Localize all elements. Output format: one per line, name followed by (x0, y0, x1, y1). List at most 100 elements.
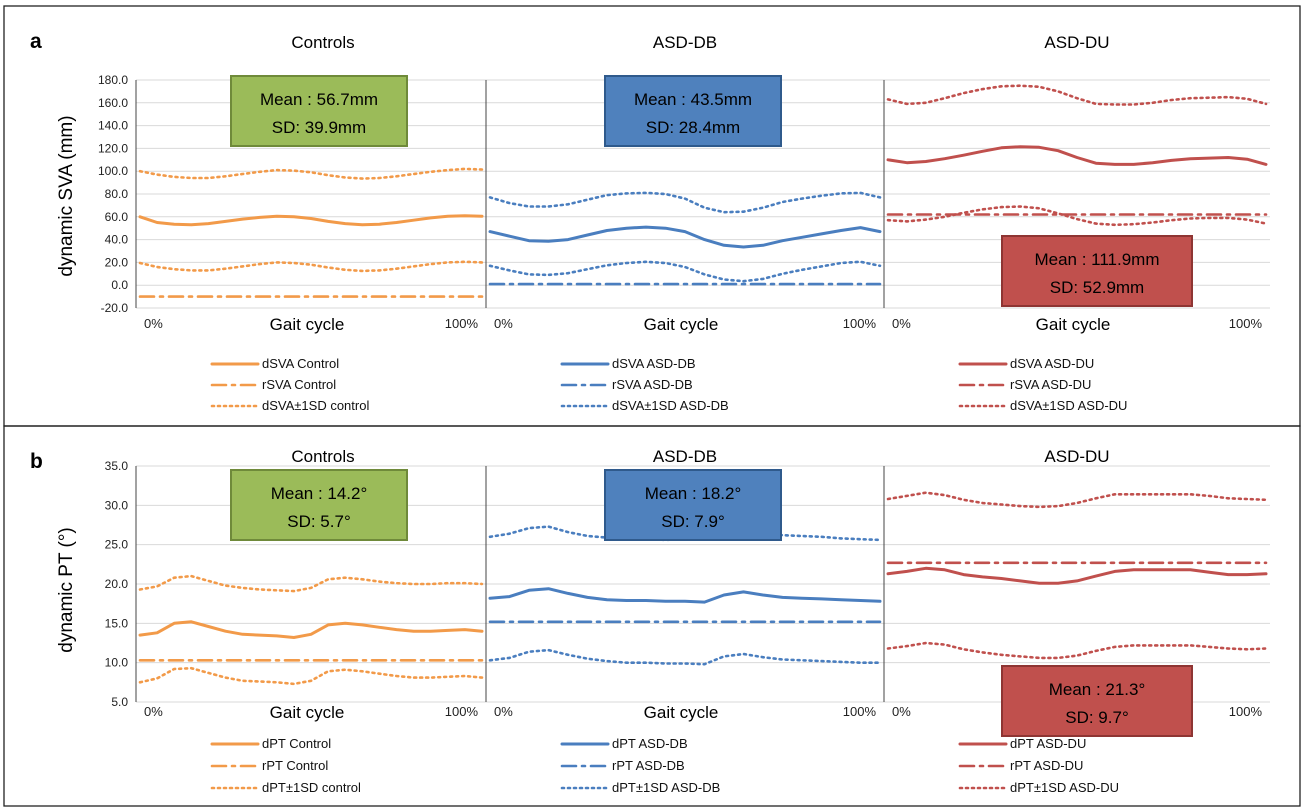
legend-entry: dSVA±1SD ASD-DU (1010, 398, 1127, 413)
y-tick-label: 60.0 (105, 210, 129, 224)
y-tick-label: 30.0 (105, 498, 129, 512)
panel-a-ylabel: dynamic SVA (mm) (56, 115, 77, 276)
series-line-dotted (138, 666, 484, 686)
subplot-title: Controls (291, 33, 354, 52)
stats-mean: Mean : 18.2° (645, 484, 742, 503)
series-line-dotted (886, 491, 1268, 509)
series-line-solid (138, 214, 484, 227)
series-line-dotted (138, 260, 484, 273)
y-tick-label: 140.0 (98, 119, 128, 133)
y-tick-label: 20.0 (105, 577, 129, 591)
legend-entry: rPT ASD-DU (1010, 758, 1083, 773)
legend-entry: dPT Control (262, 736, 331, 751)
series-line-solid (886, 145, 1268, 166)
panel-b-border (3, 425, 1301, 807)
series-line-dotted (488, 260, 882, 283)
y-tick-label: 100.0 (98, 164, 128, 178)
subplot-title: ASD-DB (653, 447, 717, 466)
x-start-label: 0% (144, 704, 163, 719)
x-axis-label: Gait cycle (1036, 315, 1111, 334)
series-line-solid (488, 587, 882, 604)
y-tick-label: 35.0 (105, 459, 129, 473)
x-end-label: 100% (843, 316, 877, 331)
y-tick-label: 10.0 (105, 656, 129, 670)
subplot-title: Controls (291, 447, 354, 466)
legend-entry: rSVA ASD-DU (1010, 377, 1091, 392)
stats-mean: Mean : 14.2° (271, 484, 368, 503)
subplot-title: ASD-DU (1044, 447, 1109, 466)
legend-entry: dSVA±1SD control (262, 398, 369, 413)
series-line-solid (138, 620, 484, 639)
y-tick-label: 25.0 (105, 538, 129, 552)
stats-mean: Mean : 21.3° (1049, 680, 1146, 699)
x-end-label: 100% (445, 316, 479, 331)
legend-entry: rPT Control (262, 758, 328, 773)
legend-entry: rSVA Control (262, 377, 336, 392)
legend-entry: dPT±1SD ASD-DB (612, 780, 720, 795)
x-end-label: 100% (843, 704, 877, 719)
y-tick-label: 0.0 (111, 278, 128, 292)
stats-box (1001, 235, 1193, 307)
y-tick-label: 120.0 (98, 141, 128, 155)
y-tick-label: 80.0 (105, 187, 129, 201)
y-tick-label: -20.0 (101, 301, 129, 315)
legend-entry: dPT ASD-DB (612, 736, 688, 751)
series-line-dotted (138, 167, 484, 180)
y-tick-label: 160.0 (98, 96, 128, 110)
x-end-label: 100% (445, 704, 479, 719)
legend-entry: dSVA±1SD ASD-DB (612, 398, 729, 413)
x-axis-label: Gait cycle (270, 703, 345, 722)
series-line-dotted (138, 574, 484, 593)
stats-sd: SD: 7.9° (661, 512, 725, 531)
legend-entry: dSVA ASD-DU (1010, 356, 1094, 371)
stats-mean: Mean : 43.5mm (634, 90, 752, 109)
legend-entry: dPT ASD-DU (1010, 736, 1086, 751)
x-start-label: 0% (494, 316, 513, 331)
stats-box (604, 75, 782, 147)
series-line-dotted (886, 205, 1268, 227)
stats-box (230, 469, 408, 541)
x-end-label: 100% (1229, 704, 1263, 719)
x-start-label: 0% (494, 704, 513, 719)
stats-sd: SD: 52.9mm (1050, 278, 1144, 297)
stats-sd: SD: 9.7° (1065, 708, 1129, 727)
legend-entry: dSVA Control (262, 356, 339, 371)
stats-sd: SD: 39.9mm (272, 118, 366, 137)
stats-box (1001, 665, 1193, 737)
x-start-label: 0% (144, 316, 163, 331)
series-line-solid (886, 566, 1268, 585)
series-line-dotted (488, 191, 882, 214)
y-tick-label: 15.0 (105, 616, 129, 630)
y-tick-label: 20.0 (105, 255, 129, 269)
x-end-label: 100% (1229, 316, 1263, 331)
panel-letter-a: a (30, 30, 42, 53)
x-start-label: 0% (892, 704, 911, 719)
series-line-dotted (488, 648, 882, 666)
series-line-dotted (886, 641, 1268, 660)
stats-sd: SD: 5.7° (287, 512, 351, 531)
legend-entry: dSVA ASD-DB (612, 356, 696, 371)
y-tick-label: 5.0 (111, 695, 128, 709)
subplot-title: ASD-DB (653, 33, 717, 52)
subplot-title: ASD-DU (1044, 33, 1109, 52)
y-tick-label: 40.0 (105, 233, 129, 247)
x-start-label: 0% (892, 316, 911, 331)
stats-mean: Mean : 56.7mm (260, 90, 378, 109)
series-line-dotted (886, 84, 1268, 106)
y-tick-label: 180.0 (98, 73, 128, 87)
legend-entry: rSVA ASD-DB (612, 377, 693, 392)
panel-b-ylabel: dynamic PT (°) (56, 527, 77, 653)
stats-mean: Mean : 111.9mm (1034, 250, 1159, 269)
legend-entry: dPT±1SD ASD-DU (1010, 780, 1119, 795)
stats-box (230, 75, 408, 147)
legend-entry: rPT ASD-DB (612, 758, 685, 773)
stats-sd: SD: 28.4mm (646, 118, 740, 137)
legend-entry: dPT±1SD control (262, 780, 361, 795)
x-axis-label: Gait cycle (644, 703, 719, 722)
x-axis-label: Gait cycle (644, 315, 719, 334)
stats-box (604, 469, 782, 541)
series-line-solid (488, 225, 882, 249)
x-axis-label: Gait cycle (270, 315, 345, 334)
panel-letter-b: b (30, 450, 43, 473)
